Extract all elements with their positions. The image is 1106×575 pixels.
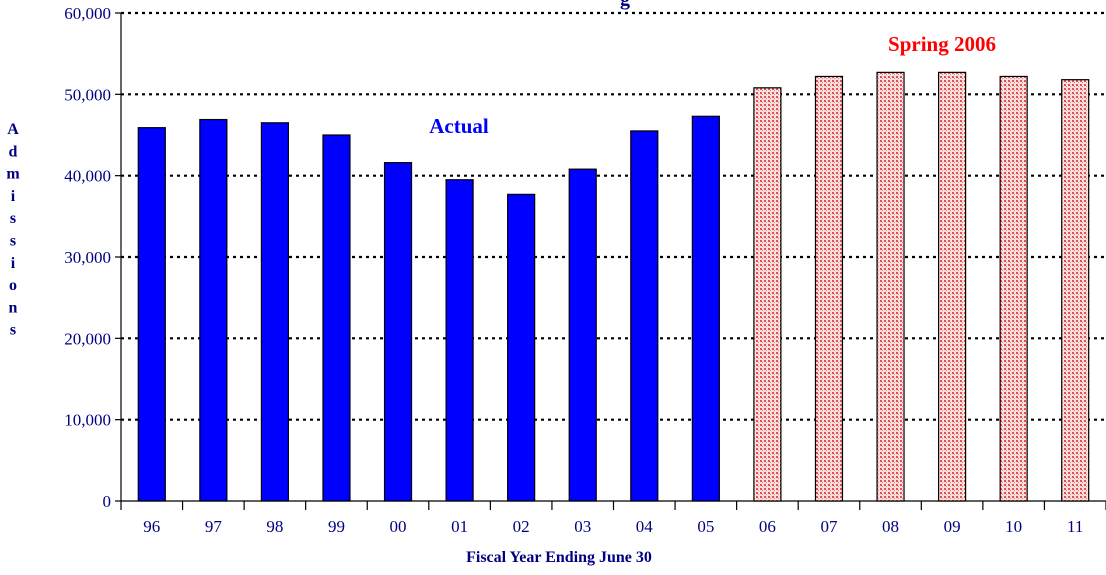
y-axis-label-letter: o	[9, 277, 17, 294]
y-axis-label-letter: i	[11, 188, 16, 205]
bar-00	[383, 162, 413, 502]
x-tick-label: 01	[451, 517, 468, 536]
bar-05	[691, 115, 720, 502]
x-axis-label: Fiscal Year Ending June 30	[466, 549, 652, 566]
bar-96	[137, 127, 166, 502]
y-tick-label: 10,000	[64, 411, 111, 430]
x-tick-label: 05	[697, 517, 714, 536]
bar-08	[876, 71, 905, 502]
bars	[137, 71, 1090, 502]
bar-07	[814, 75, 844, 502]
x-tick-label: 98	[266, 517, 283, 536]
x-tick-label: 08	[882, 517, 899, 536]
tick-labels: 0 10,000 20,000 30,000 40,000 50,000 60,000 96 9…	[64, 4, 1083, 536]
bar-11	[1061, 79, 1090, 502]
bar-98	[260, 122, 290, 502]
x-tick-label: 10	[1005, 517, 1022, 536]
y-axis-label-letter: d	[9, 143, 18, 160]
y-tick-label: 30,000	[64, 248, 111, 267]
x-tick-label: 96	[143, 517, 160, 536]
y-tick-label: 60,000	[64, 4, 111, 23]
y-axis-label-letter: m	[6, 166, 20, 183]
x-tick-label: 99	[328, 517, 345, 536]
y-axis-label-letter: s	[10, 210, 16, 227]
series-label-actual: Actual	[429, 114, 489, 138]
bar-04	[630, 130, 659, 502]
bar-10	[999, 75, 1028, 502]
bar-03	[568, 168, 597, 502]
y-axis-label-letter: n	[9, 299, 18, 316]
x-tick-label: 03	[574, 517, 591, 536]
bar-99	[322, 134, 351, 502]
y-axis-label-letter: i	[11, 255, 16, 272]
x-tick-label: 09	[944, 517, 961, 536]
bar-02	[507, 193, 536, 502]
x-tick-label: 11	[1067, 517, 1083, 536]
x-tick-label: 97	[205, 517, 223, 536]
y-tick-label: 20,000	[64, 329, 111, 348]
y-tick-label: 40,000	[64, 167, 111, 186]
bar-09	[937, 71, 967, 502]
x-tick-label: 02	[513, 517, 530, 536]
x-tick-label: 00	[390, 517, 407, 536]
bar-06	[753, 87, 782, 502]
x-tick-label: 06	[759, 517, 776, 536]
y-axis-label-letter: s	[10, 233, 16, 250]
x-tick-label: 07	[820, 517, 838, 536]
x-tick-label: 04	[636, 517, 654, 536]
chart-title-fragment: g	[620, 0, 630, 10]
series-label-spring-2006: Spring 2006	[888, 32, 996, 56]
bar-97	[199, 118, 228, 502]
y-axis-label-letter: A	[7, 121, 19, 138]
y-tick-label: 0	[103, 492, 112, 511]
bar-01	[445, 179, 474, 502]
y-axis-label-letter: s	[10, 322, 16, 339]
y-tick-label: 50,000	[64, 85, 111, 104]
